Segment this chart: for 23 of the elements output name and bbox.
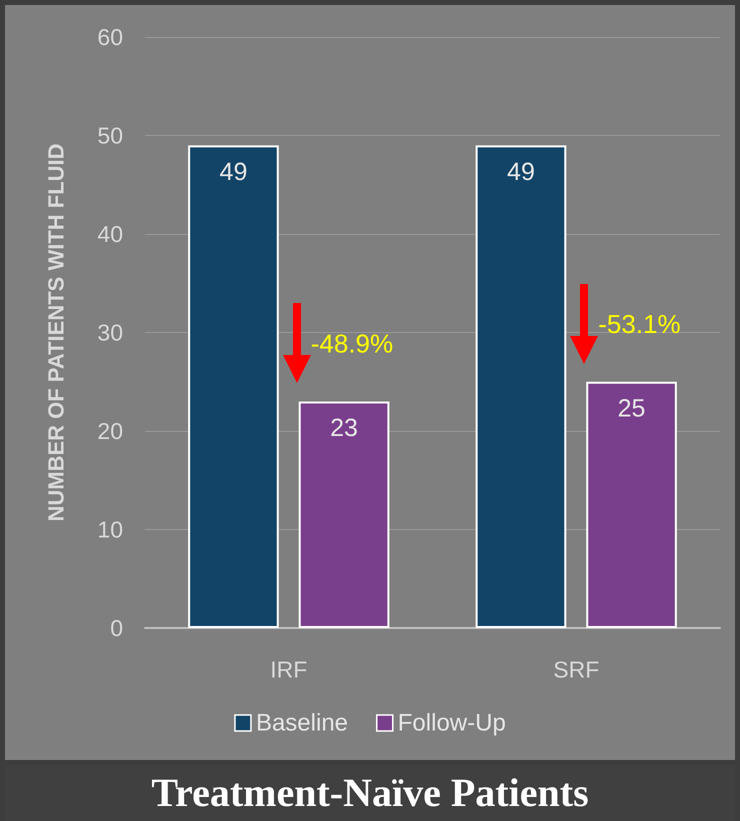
bar — [188, 145, 279, 628]
x-tick-label: SRF — [553, 656, 600, 682]
x-tick-label: IRF — [270, 656, 308, 682]
data-label: 23 — [330, 414, 358, 442]
y-tick-label: 30 — [97, 320, 123, 346]
y-tick-label: 40 — [97, 221, 123, 247]
data-label: 25 — [618, 394, 646, 422]
y-tick-label: 0 — [110, 615, 123, 641]
bar — [586, 382, 677, 628]
annotation: -48.9% — [310, 328, 394, 358]
y-axis-title: NUMBER OF PATIENTS WITH FLUID — [44, 143, 68, 522]
data-label: 49 — [507, 158, 535, 186]
annotation: -53.1% — [598, 308, 681, 339]
text: Treatment-Naïve Patients — [5, 765, 735, 821]
y-tick-label: 20 — [97, 418, 123, 444]
legend-label: Baseline — [256, 710, 348, 736]
legend-label: Follow-Up — [398, 710, 506, 736]
data-label: 49 — [220, 158, 248, 186]
bar — [476, 145, 566, 628]
y-tick-label: 60 — [97, 24, 123, 50]
bar — [298, 401, 390, 628]
y-tick-label: 50 — [97, 122, 123, 148]
y-tick-label: 10 — [97, 516, 123, 542]
